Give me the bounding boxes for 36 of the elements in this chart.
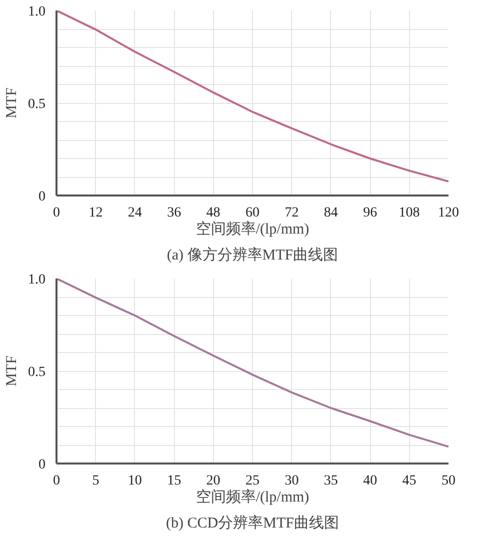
y-tick-label: 0 xyxy=(38,190,46,204)
x-tick-label: 72 xyxy=(284,206,299,220)
x-axis-title: 空间频率/(lp/mm) xyxy=(196,488,310,506)
y-tick-label: 1.0 xyxy=(28,272,46,288)
x-tick-label: 84 xyxy=(324,206,338,220)
x-tick-label: 108 xyxy=(398,206,420,220)
x-tick-label: 5 xyxy=(92,474,100,488)
x-tick-label: 20 xyxy=(206,474,220,488)
y-tick-label: 0.5 xyxy=(28,365,46,380)
y-tick-label: 1.0 xyxy=(28,4,46,20)
line-series xyxy=(56,10,448,182)
x-tick-label: 0 xyxy=(53,474,60,488)
x-tick-label: 120 xyxy=(438,206,459,220)
x-tick-label: 50 xyxy=(442,474,456,488)
text: (b) CCD分辨率MTF曲线图 xyxy=(166,514,339,532)
y-axis-title: MTF xyxy=(4,88,20,118)
y-tick-label: 0.5 xyxy=(28,97,46,112)
x-tick-label: 45 xyxy=(402,474,416,488)
x-tick-label: 35 xyxy=(324,474,338,488)
x-tick-label: 96 xyxy=(363,206,378,220)
x-tick-label: 48 xyxy=(206,206,220,220)
text: (a) 像方分辨率MTF曲线图 xyxy=(166,246,338,264)
x-tick-label: 25 xyxy=(246,474,260,488)
x-tick-label: 15 xyxy=(167,474,182,488)
y-tick-label: 0 xyxy=(38,458,46,472)
x-tick-label: 12 xyxy=(88,206,103,220)
x-tick-label: 60 xyxy=(246,206,260,220)
line-series xyxy=(56,278,448,448)
x-tick-label: 10 xyxy=(128,474,142,488)
x-tick-label: 30 xyxy=(284,474,299,488)
x-tick-label: 40 xyxy=(363,474,378,488)
x-tick-label: 36 xyxy=(167,206,182,220)
y-axis-title: MTF xyxy=(4,356,20,386)
x-axis-title: 空间频率/(lp/mm) xyxy=(196,220,310,238)
x-tick-label: 0 xyxy=(53,206,60,220)
x-tick-label: 24 xyxy=(128,206,142,220)
